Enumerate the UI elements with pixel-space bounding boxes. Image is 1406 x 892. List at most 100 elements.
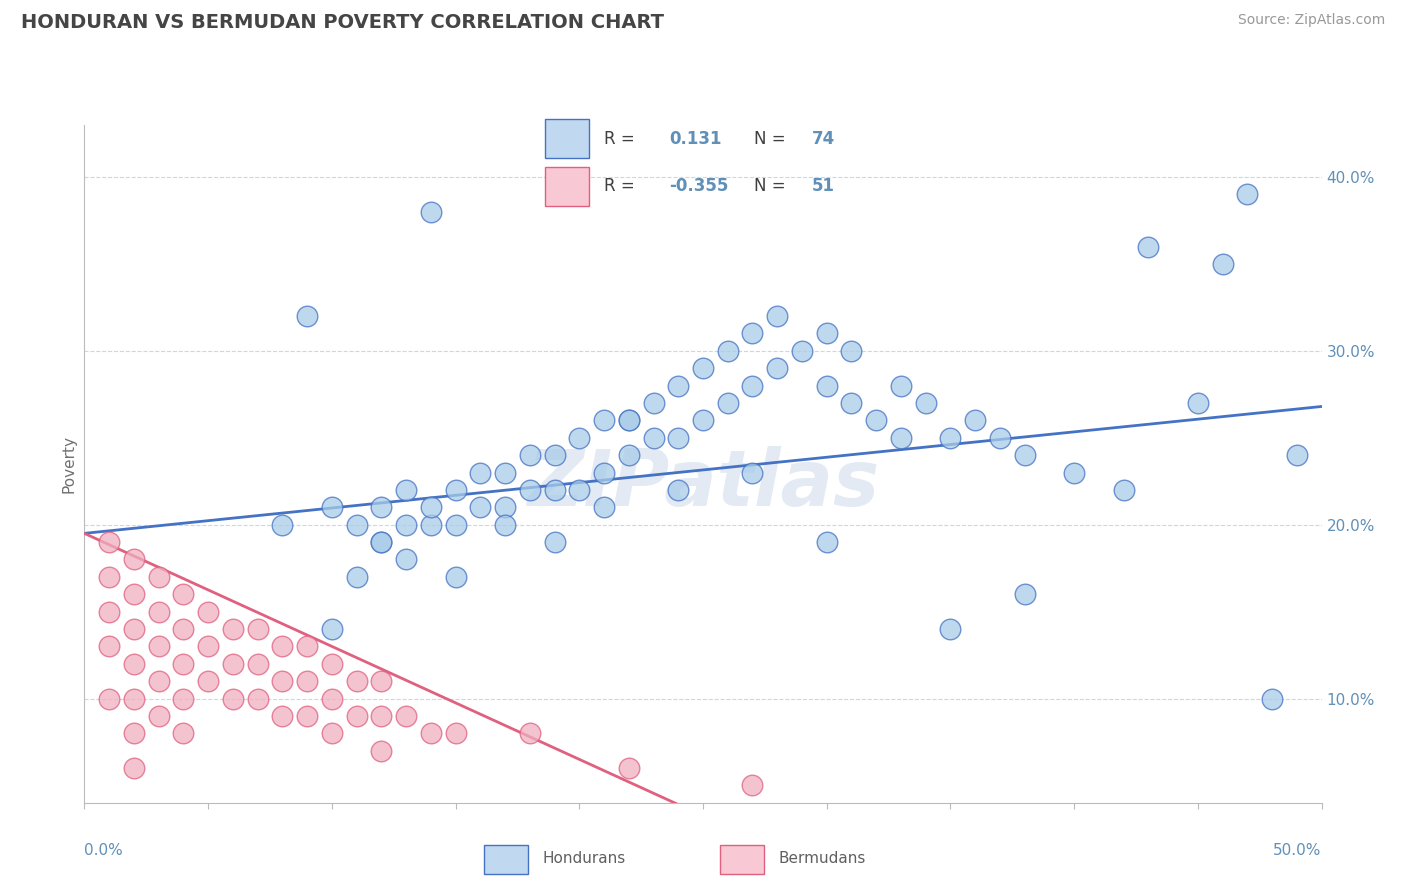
Point (295, 709, 318, 723)
Point (122, 552, 145, 566)
Point (766, 309, 789, 323)
Point (444, 726, 467, 740)
Text: 0.131: 0.131 (669, 130, 723, 148)
Point (519, 726, 541, 740)
Point (370, 500, 392, 515)
Point (717, 396, 740, 410)
Text: 74: 74 (813, 130, 835, 148)
Point (494, 466, 516, 480)
Point (197, 674, 219, 689)
Point (444, 483, 467, 497)
Point (470, 500, 492, 515)
Point (246, 657, 269, 671)
Point (617, 448, 640, 462)
Point (444, 570, 467, 584)
Text: ZIPatlas: ZIPatlas (527, 446, 879, 522)
Point (1014, 448, 1036, 462)
Point (617, 413, 640, 427)
Point (98, 640, 121, 654)
Point (988, 431, 1011, 445)
Point (172, 657, 194, 671)
Point (172, 587, 194, 601)
Point (98, 535, 121, 549)
Point (271, 640, 294, 654)
Point (395, 709, 418, 723)
Point (346, 674, 368, 689)
Point (122, 691, 145, 706)
Point (841, 343, 863, 358)
Point (666, 431, 689, 445)
Point (222, 622, 245, 636)
Point (321, 726, 343, 740)
Point (122, 726, 145, 740)
Point (741, 779, 763, 793)
Point (122, 761, 145, 775)
Point (692, 413, 714, 427)
Text: -0.355: -0.355 (669, 178, 728, 195)
Point (617, 761, 640, 775)
Text: 0.0%: 0.0% (84, 844, 124, 858)
Point (370, 674, 392, 689)
Point (222, 691, 245, 706)
Point (519, 448, 541, 462)
Point (890, 378, 912, 392)
Text: 51: 51 (813, 178, 835, 195)
Text: N =: N = (754, 178, 785, 195)
Point (543, 448, 565, 462)
Point (841, 396, 863, 410)
Point (321, 500, 343, 515)
Point (815, 378, 838, 392)
Point (444, 517, 467, 532)
Point (246, 691, 269, 706)
Point (568, 431, 591, 445)
Point (419, 726, 441, 740)
Point (148, 640, 170, 654)
Point (321, 657, 343, 671)
Point (295, 309, 318, 323)
Point (346, 709, 368, 723)
Point (197, 640, 219, 654)
Point (246, 622, 269, 636)
Point (271, 517, 294, 532)
Point (717, 343, 740, 358)
Point (395, 483, 418, 497)
Point (1236, 187, 1258, 202)
Point (395, 552, 418, 566)
Point (172, 726, 194, 740)
Point (1285, 448, 1308, 462)
Point (295, 640, 318, 654)
Point (692, 361, 714, 376)
Text: N =: N = (754, 130, 785, 148)
Text: R =: R = (603, 178, 634, 195)
Text: HONDURAN VS BERMUDAN POVERTY CORRELATION CHART: HONDURAN VS BERMUDAN POVERTY CORRELATION… (21, 13, 664, 32)
Point (419, 517, 441, 532)
Text: Source: ZipAtlas.com: Source: ZipAtlas.com (1237, 13, 1385, 28)
Point (1137, 239, 1160, 253)
Point (666, 378, 689, 392)
Point (122, 622, 145, 636)
Point (148, 605, 170, 619)
Point (1112, 483, 1135, 497)
Point (370, 535, 392, 549)
Point (395, 517, 418, 532)
Point (790, 343, 813, 358)
Point (172, 622, 194, 636)
Point (741, 378, 763, 392)
Point (1212, 257, 1234, 271)
Bar (720, 845, 765, 874)
Point (148, 674, 170, 689)
Point (494, 500, 516, 515)
Point (741, 466, 763, 480)
Point (98, 570, 121, 584)
Point (370, 535, 392, 549)
Point (346, 517, 368, 532)
Point (98, 605, 121, 619)
Point (122, 587, 145, 601)
Point (295, 674, 318, 689)
Point (643, 431, 665, 445)
Point (419, 500, 441, 515)
Point (370, 709, 392, 723)
Point (1063, 466, 1085, 480)
Point (965, 413, 987, 427)
Point (148, 570, 170, 584)
